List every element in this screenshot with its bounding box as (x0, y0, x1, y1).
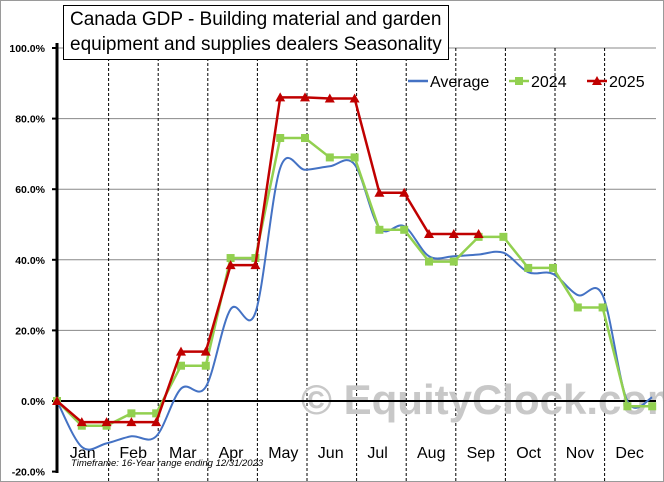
data-point (598, 303, 607, 312)
data-point (374, 187, 385, 197)
data-point (573, 303, 582, 312)
data-point (226, 254, 235, 263)
x-tick-label: Dec (615, 445, 643, 462)
data-point (151, 417, 162, 427)
data-point (623, 402, 632, 411)
data-point (448, 229, 459, 239)
x-tick-label: Sep (467, 445, 496, 462)
data-point (549, 263, 557, 272)
x-tick-label: Feb (119, 445, 147, 462)
data-point (400, 225, 409, 234)
y-tick-label: -20.0% (12, 467, 46, 479)
data-point (152, 409, 161, 418)
x-tick-label: Jun (318, 445, 344, 462)
legend-label: 2025 (609, 74, 645, 91)
data-point (76, 417, 87, 427)
x-tick-label: Aug (417, 445, 445, 462)
data-point (126, 417, 137, 427)
y-tick-label: 80.0% (15, 114, 45, 126)
series-2025 (52, 92, 484, 427)
data-point (176, 346, 186, 356)
data-point (301, 134, 309, 143)
legend-marker (515, 77, 523, 85)
x-tick-label: Mar (169, 445, 197, 462)
data-point (449, 257, 458, 266)
data-point (225, 260, 236, 270)
data-point (275, 92, 286, 102)
data-point (425, 257, 433, 266)
watermark: © EquityClock.com (301, 376, 664, 423)
legend-label: 2024 (531, 74, 567, 91)
series-line (56, 157, 653, 451)
data-point (127, 409, 136, 418)
data-point (324, 93, 335, 103)
data-point (201, 361, 210, 370)
data-point (300, 92, 310, 102)
legend-label: Average (430, 74, 489, 91)
chart-title: Canada GDP - Building material and garde… (63, 5, 449, 60)
data-point (473, 229, 484, 239)
data-point (325, 153, 334, 162)
data-point (648, 402, 657, 411)
series-average (56, 157, 653, 451)
data-point (524, 263, 533, 272)
x-tick-label: May (268, 445, 298, 462)
data-point (200, 346, 211, 356)
data-point (101, 417, 112, 427)
y-tick-label: 60.0% (15, 184, 45, 196)
data-point (349, 93, 360, 103)
series-line (56, 96, 479, 424)
y-tick-label: 0.0% (21, 396, 46, 408)
x-tick-label: Apr (219, 445, 245, 462)
data-point (276, 134, 285, 143)
data-point (424, 229, 434, 239)
data-point (499, 232, 508, 241)
y-tick-label: 40.0% (15, 255, 45, 267)
x-tick-label: Nov (566, 445, 594, 462)
data-point (52, 396, 62, 405)
y-tick-label: 100.0% (9, 43, 45, 55)
legend-marker (592, 76, 602, 85)
footnote: Timeframe: 16-Year range ending 12/31/20… (71, 458, 264, 469)
data-point (399, 187, 410, 197)
x-tick-label: Oct (516, 445, 541, 462)
data-point (375, 225, 384, 234)
x-tick-label: Jul (367, 445, 387, 462)
y-tick-label: 20.0% (15, 325, 45, 337)
data-point (250, 260, 261, 270)
data-point (177, 361, 185, 370)
data-point (350, 153, 359, 162)
